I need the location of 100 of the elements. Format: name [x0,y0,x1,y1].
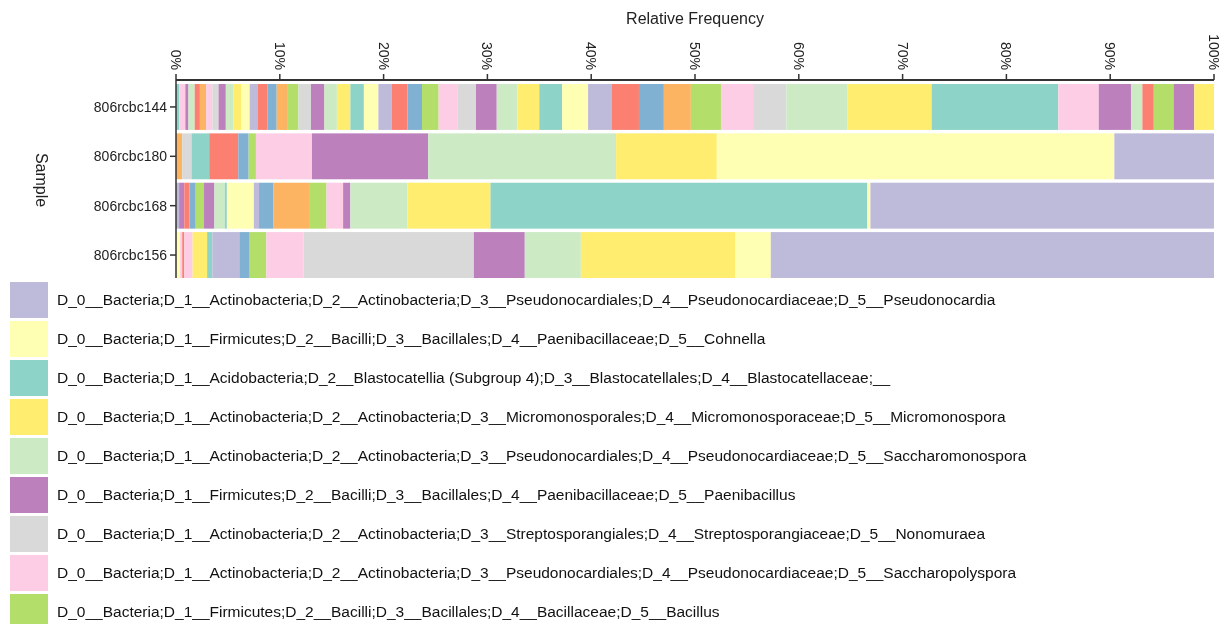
bar [191,133,210,180]
bar [194,84,200,130]
bar [490,182,868,229]
bar [770,232,1214,278]
bar [189,182,196,229]
bar [310,84,325,130]
bar [588,84,612,130]
bar [218,84,226,130]
x-tick-label: 90% [1102,41,1119,70]
y-axis-title: Sample [33,152,50,208]
bar [422,84,439,130]
bar [326,182,344,229]
bar [378,84,392,130]
bar [753,84,787,130]
bar [184,182,190,229]
bar [266,232,304,278]
legend-label: D_0__Bacteria;D_1__Actinobacteria;D_2__Actinobacteria;D_3__Streptosporangiales;D_4__Streptosporangiaceae;D_5__Nonomuraea [57,525,986,543]
bar [258,84,268,130]
bar [336,84,351,130]
bar [239,232,250,278]
bar [212,232,240,278]
legend-label: D_0__Bacteria;D_1__Actinobacteria;D_2__Actinobacteria;D_3__Pseudonocardiales;D_4__Pseudonocardiaceae;D_5__Saccharopolyspora [57,564,1017,582]
legend-label: D_0__Bacteria;D_1__Firmicutes;D_2__Bacilli;D_3__Bacillales;D_4__Paenibacillaceae;D_5__Paenibacillus [57,486,796,504]
x-tick-label: 70% [894,41,911,70]
bar [391,84,408,130]
bar [616,133,717,180]
bar [428,133,617,180]
bar [716,133,1115,180]
bar [233,84,242,130]
legend-label: D_0__Bacteria;D_1__Firmicutes;D_2__Bacilli;D_3__Bacillales;D_4__Paenibacillaceae;D_5__Cohnella [57,330,766,348]
bar [870,182,1214,229]
bar [363,84,379,130]
bar [407,84,423,130]
bar [273,182,310,229]
bar [267,84,277,130]
bar [224,182,227,229]
bar [182,133,192,180]
bar [309,182,327,229]
bar [1058,84,1099,130]
bar [475,84,497,130]
x-tick-label: 50% [687,41,704,70]
bar [1194,84,1214,130]
x-axis-title: Relative Frequency [626,10,764,27]
bar [179,84,186,130]
bar [580,232,736,278]
bar [1142,84,1154,130]
bar [517,84,540,130]
bar [562,84,589,130]
bar [287,84,299,130]
x-tick-label: 30% [479,41,496,70]
bar [786,84,848,130]
bar [343,182,351,229]
bar [663,84,691,130]
bar [457,84,476,130]
bar [611,84,639,130]
bar [539,84,563,130]
bar [184,232,193,278]
bar [185,84,189,130]
x-tick-label: 60% [790,41,807,70]
x-tick-label: 0% [168,49,185,70]
bar [276,84,288,130]
bar [259,182,274,229]
x-tick-label: 100% [1206,34,1223,70]
x-tick-label: 40% [583,41,600,70]
bar [226,182,254,229]
bar [496,84,518,130]
bar [720,84,754,130]
bar [638,84,664,130]
bar [253,182,260,229]
legend-label: D_0__Bacteria;D_1__Firmicutes;D_2__Bacilli;D_3__Bacillales;D_4__Bacillaceae;D_5__Bacillus [57,603,720,621]
y-tick-label: 806rcbc168 [93,197,168,214]
x-tick-label: 80% [998,41,1015,70]
bar [1114,133,1214,180]
bar [311,133,429,180]
bar [931,84,1059,130]
bar [212,84,219,130]
legend-label: D_0__Bacteria;D_1__Actinobacteria;D_2__Actinobacteria;D_3__Micromonosporales;D_4__Micromonosporaceae;D_5__Micromonospora [57,408,1006,426]
bar [204,182,215,229]
bar [690,84,721,130]
legend-label: D_0__Bacteria;D_1__Acidobacteria;D_2__Blastocatellia (Subgroup 4);D_3__Blastocatellales;D_4__Blastocatellaceae;__ [57,369,891,387]
bar [524,232,581,278]
bar [241,84,250,130]
bar [1098,84,1131,130]
bar [255,133,312,180]
y-tick-label: 806rcbc144 [93,98,168,115]
bar [438,84,458,130]
bar [473,232,525,278]
bar [350,182,408,229]
bar [209,133,239,180]
bar [214,182,225,229]
bar [867,182,871,229]
y-tick-label: 806rcbc180 [93,148,168,165]
x-tick-label: 20% [375,41,392,70]
bar [249,232,267,278]
bar [207,232,213,278]
bar [199,84,207,130]
bar [195,182,205,229]
y-tick-label: 806rcbc156 [93,246,168,263]
bar [238,133,249,180]
bar [248,133,256,180]
